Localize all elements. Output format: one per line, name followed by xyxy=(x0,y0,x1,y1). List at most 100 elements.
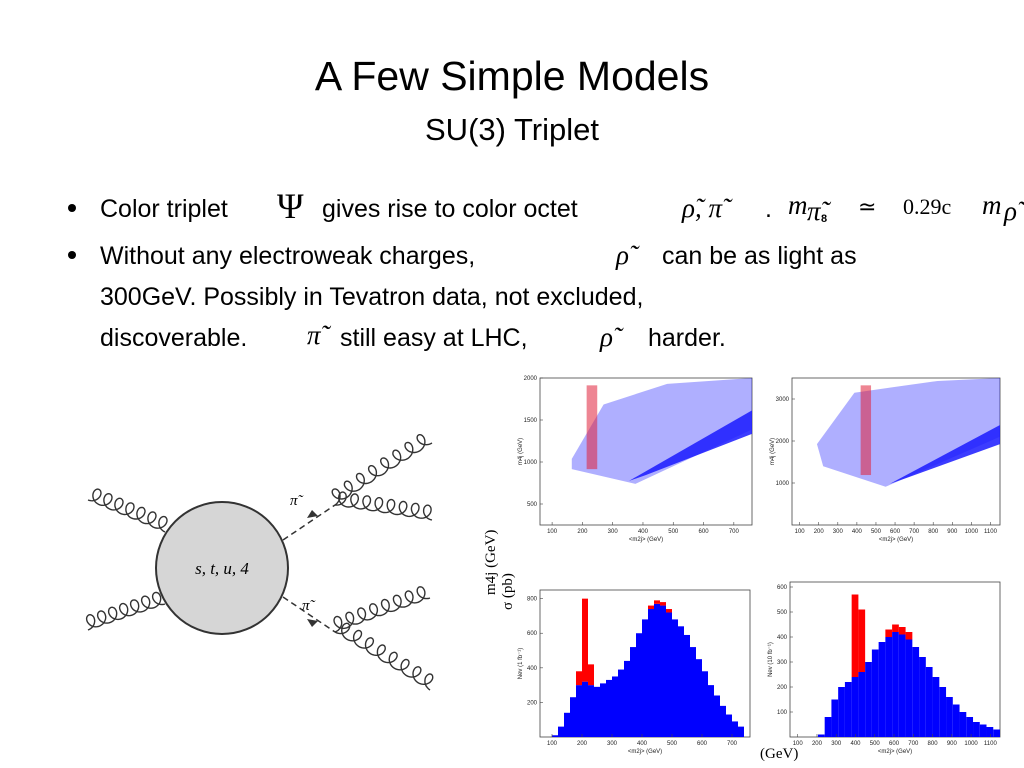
x-tick-label: 400 xyxy=(852,529,863,535)
histogram-bar xyxy=(898,634,906,737)
y-tick-label: 3000 xyxy=(776,397,790,403)
y-tick-label: 400 xyxy=(777,635,788,641)
bullet-text: . xyxy=(765,195,772,223)
y-tick-label: 1000 xyxy=(524,460,538,466)
bullet-text: still easy at LHC, xyxy=(340,324,528,352)
signal-cloud xyxy=(586,385,598,470)
vertex-label: s, t, u, 4 xyxy=(195,559,249,578)
x-tick-label: 1100 xyxy=(984,529,998,535)
x-tick-label: 200 xyxy=(577,741,588,747)
histogram-bar xyxy=(702,671,708,737)
y-tick-label: 800 xyxy=(527,597,538,603)
histogram-bar xyxy=(552,735,558,737)
math: ρ̃ xyxy=(1003,196,1024,226)
histogram-bar xyxy=(618,669,624,737)
signal-bar xyxy=(851,594,859,677)
histogram-bar xyxy=(939,687,947,737)
y-tick-label: 200 xyxy=(777,685,788,691)
histogram-bar xyxy=(594,686,600,737)
math: m xyxy=(788,190,808,220)
gluon xyxy=(85,591,166,631)
x-tick-label: 1000 xyxy=(964,741,978,747)
x-tick-label: 100 xyxy=(795,529,806,535)
signal-bar xyxy=(905,632,913,640)
x-tick-label: 800 xyxy=(928,529,939,535)
feynman-diagram: s, t, u, 4 π̃ π̃ xyxy=(85,434,434,691)
histogram-bar xyxy=(636,633,642,737)
bullet-text: gives rise to color octet xyxy=(322,195,578,223)
bullet-text: can be as light as xyxy=(662,242,857,270)
histogram-bar xyxy=(576,685,582,737)
y-tick-label: 500 xyxy=(527,502,538,508)
x-tick-label: 500 xyxy=(870,741,881,747)
x-tick-label: 500 xyxy=(668,529,679,535)
x-tick-label: 200 xyxy=(812,741,823,747)
histogram-bar xyxy=(642,619,648,737)
histogram-bar xyxy=(678,626,684,737)
x-tick-label: 1000 xyxy=(965,529,979,535)
math: ρ̃ xyxy=(599,322,624,352)
y-tick-label: 300 xyxy=(777,660,788,666)
histogram-bar xyxy=(892,632,899,737)
histogram-bar xyxy=(624,660,630,737)
histogram-bar xyxy=(732,721,738,737)
vertex-blob xyxy=(155,501,289,635)
x-tick-label: 500 xyxy=(667,741,678,747)
histogram-bar xyxy=(648,609,654,737)
signal-bar xyxy=(654,600,660,604)
histogram-bar xyxy=(738,726,744,737)
y-tick-label: 100 xyxy=(777,710,788,716)
scatter-cloud xyxy=(629,410,752,481)
bullet-text: harder. xyxy=(648,324,726,352)
y-tick-label: 200 xyxy=(527,700,538,706)
histogram-bar xyxy=(844,682,852,737)
x-tick-label: 900 xyxy=(947,741,958,747)
plot-frame xyxy=(539,377,753,526)
histogram-bar xyxy=(979,724,987,737)
histogram-bar xyxy=(851,677,859,737)
histogram-bar xyxy=(831,699,839,737)
histogram-bar xyxy=(684,634,690,737)
title: A Few Simple Models xyxy=(315,53,709,99)
histogram-bar xyxy=(946,697,953,737)
x-tick-label: 400 xyxy=(637,741,648,747)
x-tick-label: 900 xyxy=(947,529,958,535)
y-tick-label: 1500 xyxy=(524,418,538,424)
gluon xyxy=(87,488,168,533)
histogram-bar xyxy=(726,714,732,737)
histogram-bar xyxy=(919,657,926,737)
x-tick-label: 600 xyxy=(697,741,708,747)
stray-label: (GeV) xyxy=(760,746,798,762)
particle-label: π̃ xyxy=(302,598,316,614)
arrow xyxy=(307,510,318,518)
signal-bar xyxy=(576,671,582,686)
histogram-bar xyxy=(878,642,886,737)
x-tick-label: 100 xyxy=(547,529,558,535)
histogram-bar xyxy=(885,637,893,737)
histogram-bar xyxy=(912,647,920,737)
histogram-bar xyxy=(672,619,678,737)
stray-label: m4j (GeV) xyxy=(483,530,499,595)
math: ≃ xyxy=(858,194,876,219)
y-tick-label: 400 xyxy=(527,666,538,672)
y-tick-label: 1000 xyxy=(776,481,790,487)
histogram-bar xyxy=(959,712,967,737)
histogram-bar xyxy=(932,677,940,737)
x-tick-label: 600 xyxy=(889,741,900,747)
plot: 100 200 300 400 500 600 700 800 900 1000 1100 1000 2… xyxy=(770,377,1001,543)
y-tick-label: 2000 xyxy=(776,439,790,445)
signal-bar xyxy=(588,664,594,686)
y-axis-label: m4j (GeV) xyxy=(518,438,524,465)
gluon xyxy=(331,434,433,506)
histogram-bar xyxy=(865,662,872,737)
histogram-bar xyxy=(708,685,714,737)
x-tick-label: 800 xyxy=(928,741,939,747)
y-tick-label: 500 xyxy=(777,610,788,616)
y-tick-label: 600 xyxy=(527,631,538,637)
signal-cloud xyxy=(860,385,872,476)
histogram-bar xyxy=(696,659,702,737)
x-tick-label: 400 xyxy=(850,741,861,747)
bullet-dot xyxy=(68,204,76,212)
math: 0.29c xyxy=(903,194,952,219)
